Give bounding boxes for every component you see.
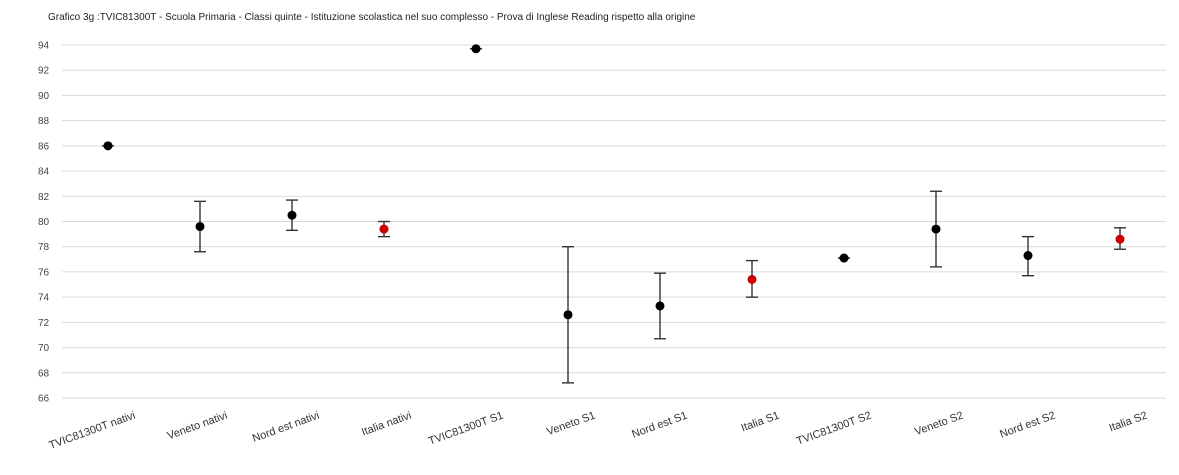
y-tick-label: 92 (38, 66, 50, 77)
y-tick-label: 84 (38, 167, 50, 178)
x-tick-label: TVIC81300T nativi (47, 410, 137, 452)
x-tick-label: Italia S2 (1108, 410, 1149, 435)
y-tick-label: 68 (38, 368, 50, 379)
data-point (747, 274, 757, 284)
y-tick-label: 70 (38, 343, 50, 354)
y-tick-label: 86 (38, 141, 50, 152)
data-point (839, 253, 849, 263)
data-point (1023, 251, 1033, 261)
x-tick-label: Nord est S2 (998, 410, 1057, 441)
data-point (287, 210, 297, 220)
data-point (655, 301, 665, 311)
y-tick-label: 88 (38, 116, 50, 127)
y-tick-label: 94 (38, 41, 50, 52)
data-point (103, 141, 113, 151)
x-tick-label: Veneto S2 (913, 410, 965, 439)
y-tick-label: 76 (38, 267, 50, 278)
y-tick-label: 66 (38, 394, 50, 405)
data-point (563, 310, 573, 320)
x-tick-label: Veneto S1 (545, 410, 597, 439)
x-tick-label: Nord est nativi (251, 410, 321, 445)
data-point (195, 222, 205, 232)
y-tick-label: 82 (38, 192, 50, 203)
y-tick-label: 74 (38, 293, 50, 304)
x-tick-label: Italia nativi (360, 410, 413, 439)
x-tick-label: TVIC81300T S2 (795, 410, 873, 448)
x-tick-label: Italia S1 (740, 410, 781, 435)
x-tick-label: Nord est S1 (630, 410, 689, 441)
data-point (1115, 234, 1125, 244)
data-point (931, 224, 941, 234)
x-tick-label: Veneto nativi (166, 410, 229, 443)
data-point (471, 44, 481, 54)
y-tick-label: 80 (38, 217, 50, 228)
y-tick-label: 90 (38, 91, 50, 102)
y-tick-label: 78 (38, 242, 50, 253)
x-tick-label: TVIC81300T S1 (427, 410, 505, 448)
chart-title: Grafico 3g :TVIC81300T - Scuola Primaria… (48, 12, 696, 23)
data-point (379, 224, 389, 234)
y-tick-label: 72 (38, 318, 50, 329)
